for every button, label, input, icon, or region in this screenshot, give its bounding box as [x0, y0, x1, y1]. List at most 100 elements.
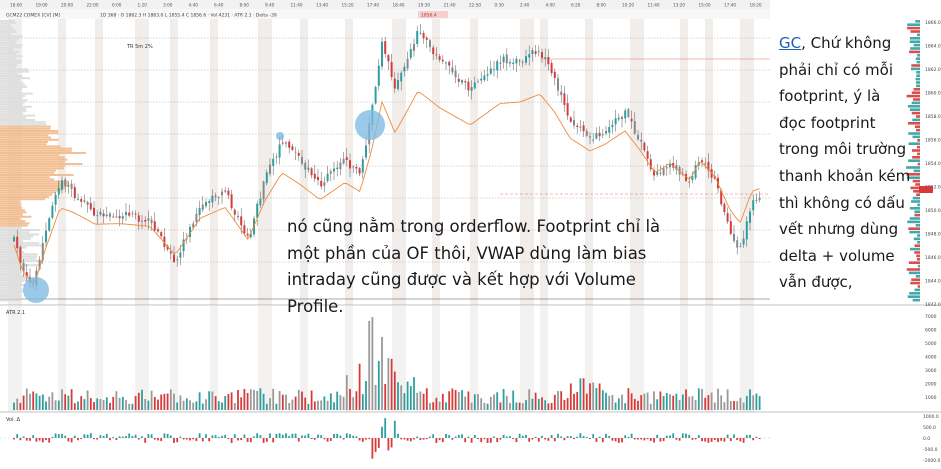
session-band-volume	[58, 306, 66, 412]
profile-bar	[0, 229, 40, 231]
volume-bar	[13, 402, 15, 410]
candle-body	[592, 139, 595, 141]
session-band	[432, 19, 440, 305]
profile-bar	[0, 275, 30, 278]
delta-bar	[345, 433, 348, 438]
price-axis-label: 1846.0	[925, 255, 941, 261]
profile-bar	[0, 270, 22, 273]
candle-body	[624, 110, 627, 119]
delta-bar	[675, 438, 678, 440]
price-axis-label: 1854.0	[925, 161, 941, 167]
right-profile-bar	[909, 108, 920, 111]
right-profile-bar	[917, 285, 920, 288]
right-profile-bar	[909, 247, 920, 251]
volume-bar	[419, 391, 422, 410]
delta-bar	[429, 436, 431, 438]
volume-bar	[624, 403, 627, 410]
volume-bar	[320, 400, 323, 410]
profile-bar	[0, 251, 24, 253]
volume-bar	[80, 396, 83, 410]
candle-body	[189, 226, 191, 238]
candle-body	[16, 236, 19, 249]
right-profile-bar	[917, 162, 920, 166]
volume-axis-label: 5000	[925, 341, 937, 347]
candle-body	[198, 208, 201, 216]
candle-body	[115, 216, 118, 218]
volume-bar	[48, 396, 51, 410]
volume-bar	[416, 392, 419, 410]
volume-axis-label: 6000	[925, 328, 937, 334]
time-axis-label: 19:00	[36, 3, 48, 8]
profile-bar	[0, 81, 24, 84]
candle-body	[265, 172, 268, 184]
profile-bar	[0, 72, 18, 75]
candle-body	[134, 213, 137, 215]
time-axis-label: 18:20	[750, 3, 762, 8]
profile-bar	[0, 88, 23, 91]
profile-bar	[0, 28, 16, 31]
candle-body	[509, 62, 511, 64]
candle-body	[477, 81, 479, 83]
candle-body	[304, 162, 307, 170]
candle-body	[489, 68, 492, 74]
candle-body	[726, 213, 729, 222]
profile-bar	[0, 46, 22, 49]
delta-bar	[525, 434, 527, 438]
session-band	[210, 19, 218, 305]
candle-body	[160, 232, 163, 237]
candle-body	[662, 168, 665, 176]
candle-body	[22, 263, 25, 272]
price-axis-label: 1850.0	[925, 208, 941, 214]
profile-bar	[0, 103, 23, 106]
right-profile-bar	[908, 159, 920, 162]
volume-bar	[246, 392, 249, 410]
candle-body	[605, 131, 607, 134]
volume-bar	[566, 398, 569, 410]
volume-bar	[544, 400, 547, 410]
volume-bar	[150, 390, 153, 410]
candle-body	[64, 179, 67, 186]
candle-body	[563, 93, 566, 106]
candle-body	[345, 157, 348, 160]
profile-bar	[0, 114, 36, 117]
candle-body	[429, 40, 431, 48]
profile-bar	[0, 33, 12, 36]
profile-bar	[0, 253, 38, 256]
candle-body	[128, 212, 131, 216]
time-axis-label: 0:00	[112, 3, 122, 8]
volume-bar	[665, 392, 668, 410]
delta-bar	[457, 434, 460, 438]
delta-bar	[397, 433, 399, 438]
price-axis-label: 1856.0	[925, 138, 941, 144]
profile-bar	[0, 44, 23, 47]
gc-link[interactable]: GC	[779, 34, 802, 52]
profile-bar	[0, 94, 26, 97]
candle-body	[585, 130, 588, 136]
delta-bar	[80, 438, 83, 440]
right-profile-bar	[913, 237, 920, 241]
delta-bar	[589, 438, 591, 440]
delta-bar	[112, 436, 115, 438]
volume-bar	[185, 398, 188, 410]
delta-bar	[358, 438, 361, 441]
profile-bar	[0, 273, 21, 275]
volume-bar	[163, 393, 166, 410]
delta-bar	[67, 438, 70, 442]
volume-bar	[745, 395, 748, 410]
candle-body	[515, 58, 518, 64]
delta-axis-label: -500.0	[923, 447, 938, 453]
volume-bar	[502, 389, 505, 410]
volume-bar	[361, 394, 364, 410]
delta-bar	[25, 438, 28, 441]
profile-bar	[0, 189, 61, 192]
volume-bar	[595, 388, 598, 410]
right-profile-bar	[917, 54, 920, 57]
candle-body	[637, 135, 639, 140]
profile-bar	[0, 185, 70, 187]
side-note-text: GC, Chứ không phải chỉ có mỗi footprint,…	[779, 30, 911, 296]
delta-bar	[515, 438, 518, 443]
delta-bar	[275, 433, 278, 438]
volume-bar	[221, 402, 223, 410]
delta-bar	[134, 434, 137, 438]
